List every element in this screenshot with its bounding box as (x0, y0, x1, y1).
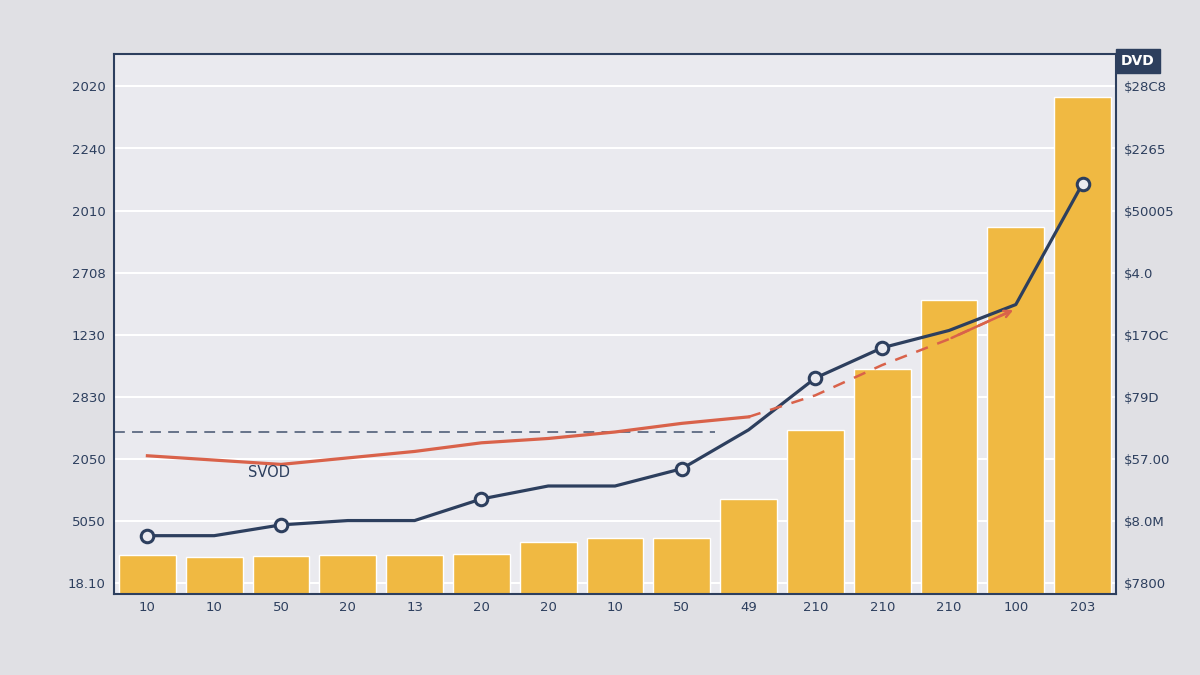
Bar (186, 558, 242, 594)
Bar (1055, 97, 1111, 594)
Text: DVD: DVD (1121, 54, 1154, 68)
Bar (386, 555, 443, 594)
Bar (720, 499, 776, 594)
Bar (319, 555, 376, 594)
Bar (787, 430, 844, 594)
Bar (854, 369, 911, 594)
Text: SVOD: SVOD (247, 465, 289, 481)
Bar (454, 554, 510, 594)
Bar (988, 227, 1044, 594)
Bar (253, 556, 310, 594)
Bar (654, 538, 710, 594)
Bar (920, 300, 977, 594)
Bar (587, 538, 643, 594)
Bar (520, 542, 576, 594)
Bar (119, 555, 175, 594)
